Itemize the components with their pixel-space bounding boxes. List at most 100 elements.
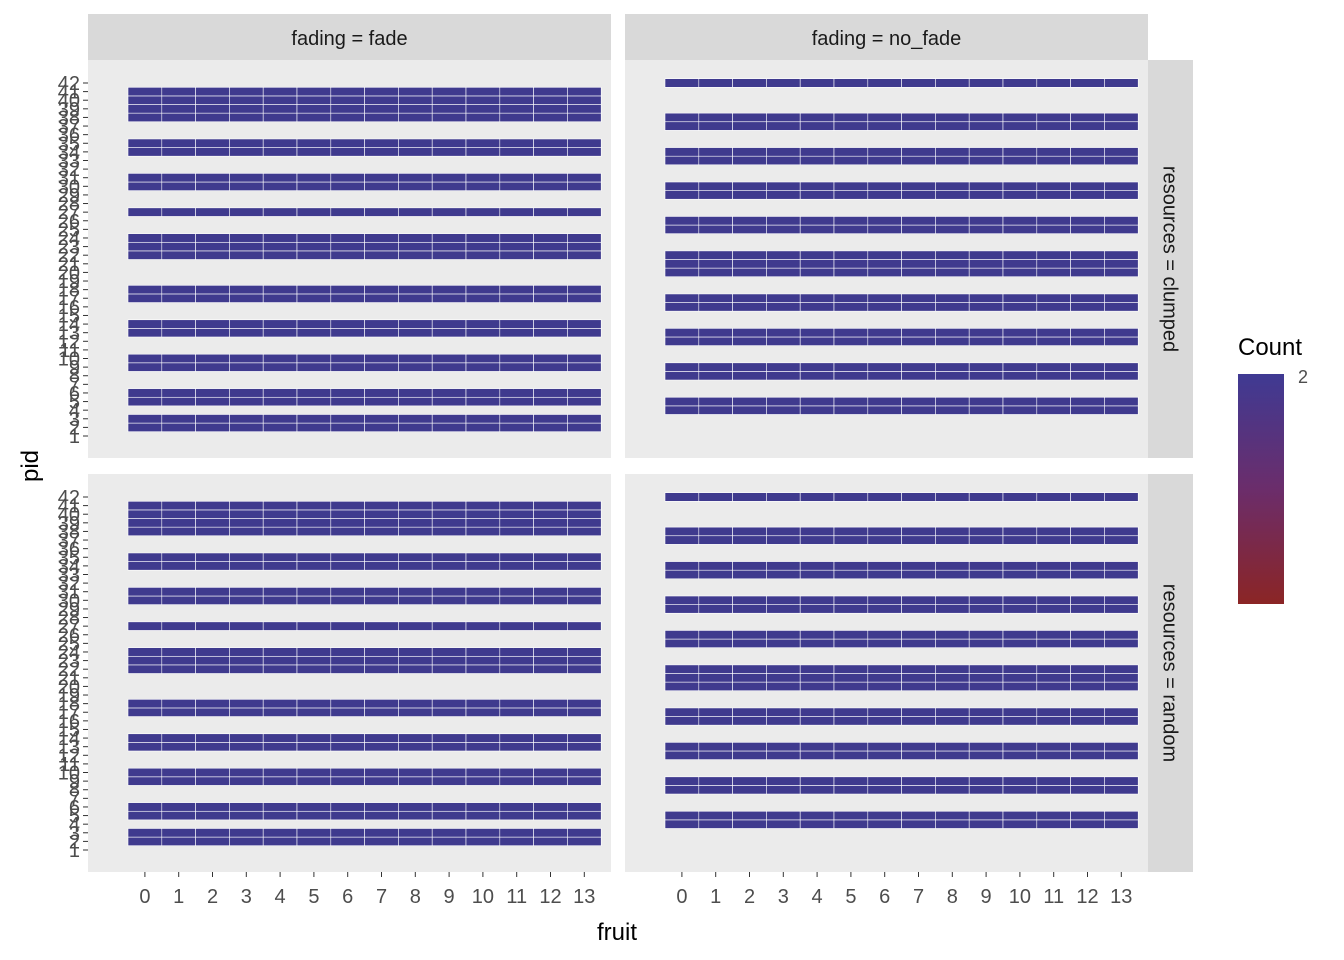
heatmap-tile [935, 267, 970, 278]
heatmap-tile [533, 422, 568, 432]
y-tick-label: 27 [58, 202, 80, 224]
heatmap-tile [1002, 328, 1038, 338]
heatmap-tile [833, 604, 869, 614]
heatmap-tile [1002, 810, 1038, 821]
heatmap-tile [195, 828, 230, 838]
heatmap-tile [1036, 535, 1071, 545]
heatmap-tile [1104, 785, 1139, 795]
heatmap-tile [229, 767, 264, 778]
heatmap-tile [664, 535, 700, 545]
heatmap-tile [229, 241, 264, 252]
heatmap-tile [296, 518, 332, 528]
heatmap-tile [1070, 362, 1105, 372]
heatmap-tile [901, 810, 936, 821]
heatmap-tile [1104, 224, 1139, 234]
heatmap-tile [567, 595, 602, 605]
heatmap-tile [833, 224, 869, 234]
heatmap-tile [229, 319, 264, 329]
heatmap-tile [1104, 707, 1139, 717]
heatmap-tile [398, 509, 433, 519]
heatmap-tile [195, 207, 230, 217]
heatmap-tile [968, 293, 1004, 303]
heatmap-tile [195, 241, 230, 252]
heatmap-tile [1036, 785, 1071, 795]
heatmap-tile [833, 776, 869, 786]
heatmap-tile [1002, 535, 1038, 545]
y-tick-label: 30 [58, 176, 80, 198]
heatmap-tile [499, 836, 534, 846]
heatmap-tile [833, 595, 869, 605]
heatmap-tile [398, 776, 433, 786]
heatmap-tile [732, 604, 767, 614]
heatmap-tile [296, 647, 332, 657]
heatmap-tile [161, 552, 196, 562]
heatmap-tile [732, 190, 767, 200]
heatmap-tile [968, 681, 1004, 692]
heatmap-tile [364, 742, 399, 752]
y-tick-label: 41 [58, 496, 80, 518]
heatmap-tile [499, 112, 534, 123]
heatmap-tile [499, 250, 534, 260]
heatmap-tile [901, 267, 936, 278]
heatmap-tile [465, 388, 501, 398]
heatmap-tile [533, 87, 568, 97]
heatmap-tile [465, 396, 501, 407]
heatmap-tile [1104, 155, 1139, 166]
heatmap-tile [499, 552, 534, 562]
heatmap-tile [867, 810, 902, 821]
heatmap-tile [195, 733, 230, 743]
heatmap-tile [195, 526, 230, 537]
heatmap-tile [161, 250, 196, 260]
heatmap-tile [867, 181, 902, 191]
heatmap-tile [664, 673, 700, 683]
heatmap-tile [398, 388, 433, 398]
heatmap-tile [1104, 78, 1139, 88]
heatmap-tile [799, 492, 835, 502]
heatmap-tile [664, 604, 700, 614]
heatmap-tile [867, 259, 902, 269]
heatmap-tile [968, 405, 1004, 415]
facet-strip-row-0 [1148, 60, 1193, 458]
heatmap-tile [195, 181, 230, 191]
heatmap-tile [1036, 526, 1071, 537]
heatmap-tile [698, 810, 733, 821]
heatmap-tile [262, 526, 298, 537]
heatmap-tile [465, 501, 501, 511]
heatmap-tile [465, 353, 501, 364]
heatmap-tile [262, 138, 298, 148]
heatmap-tile [1104, 819, 1139, 829]
heatmap-tile [664, 371, 700, 381]
heatmap-tile [664, 224, 700, 234]
heatmap-tile [968, 819, 1004, 829]
heatmap-tile [1104, 664, 1139, 674]
heatmap-tile [262, 422, 298, 432]
heatmap-tile [698, 569, 733, 580]
heatmap-tile [229, 655, 264, 666]
heatmap-tile [499, 241, 534, 252]
heatmap-tile [431, 112, 467, 123]
y-tick-label: 34 [58, 142, 80, 164]
heatmap-tile [431, 241, 467, 252]
heatmap-tile [698, 405, 733, 415]
heatmap-tile [1036, 181, 1071, 191]
heatmap-tile [499, 138, 534, 148]
heatmap-tile [533, 733, 568, 743]
heatmap-tile [499, 509, 534, 519]
x-tick-label: 13 [1110, 886, 1132, 908]
heatmap-tile [533, 836, 568, 846]
heatmap-tile [465, 104, 501, 114]
heatmap-tile [867, 224, 902, 234]
heatmap-tile [833, 569, 869, 580]
heatmap-tile [901, 561, 936, 571]
heatmap-tile [364, 181, 399, 191]
heatmap-tile [465, 587, 501, 597]
heatmap-tile [398, 518, 433, 528]
y-tick-label: 10 [58, 763, 80, 785]
heatmap-tile [229, 836, 264, 846]
heatmap-tile [398, 664, 433, 674]
y-tick-label: 27 [58, 616, 80, 638]
heatmap-tile [296, 138, 332, 148]
heatmap-tile [968, 250, 1004, 260]
heatmap-tile [698, 664, 733, 674]
x-tick-label: 10 [472, 886, 494, 908]
